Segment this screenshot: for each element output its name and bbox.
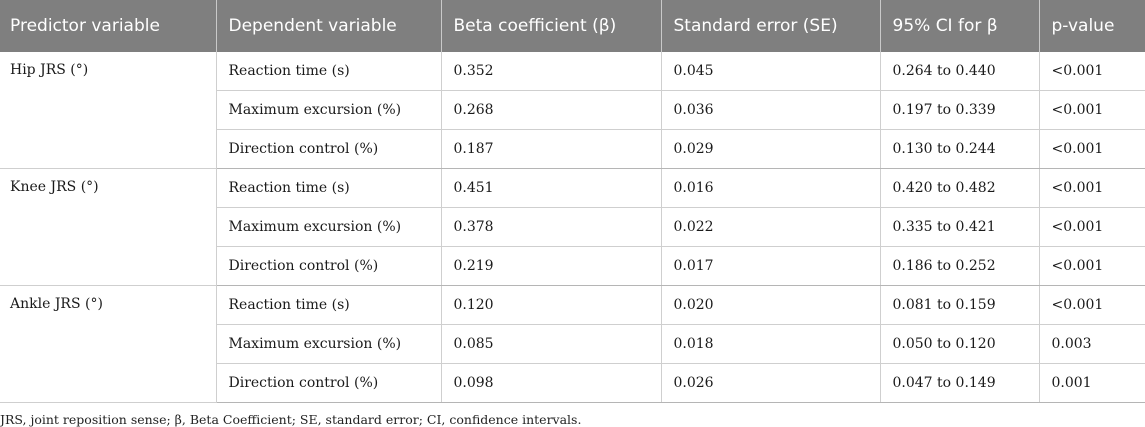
table-row: Maximum excursion (%) 0.085 0.018 0.050 … xyxy=(0,324,1145,364)
beta-cell: 0.378 xyxy=(440,207,661,247)
se-cell: 0.022 xyxy=(660,207,880,247)
predictor-cell: Hip JRS (°) xyxy=(0,52,216,169)
beta-cell: 0.352 xyxy=(440,52,661,91)
table-row: Direction control (%) 0.187 0.029 0.130 … xyxy=(0,129,1145,169)
se-cell: 0.026 xyxy=(660,363,880,403)
se-cell: 0.020 xyxy=(660,285,880,325)
beta-cell: 0.187 xyxy=(440,129,661,169)
table-row: Direction control (%) 0.098 0.026 0.047 … xyxy=(0,363,1145,403)
se-cell: 0.045 xyxy=(660,52,880,91)
ci-cell: 0.264 to 0.440 xyxy=(879,52,1039,91)
col-header-beta: Beta coefficient (β) xyxy=(440,0,661,52)
predictor-cell: Knee JRS (°) xyxy=(0,168,216,286)
col-header-predictor: Predictor variable xyxy=(10,16,160,36)
dependent-cell: Maximum excursion (%) xyxy=(215,207,441,247)
dependent-cell: Reaction time (s) xyxy=(215,285,441,325)
pvalue-cell: <0.001 xyxy=(1038,52,1145,91)
predictor-cell: Ankle JRS (°) xyxy=(0,285,216,403)
se-cell: 0.018 xyxy=(660,324,880,364)
dependent-cell: Reaction time (s) xyxy=(215,168,441,208)
dependent-cell: Maximum excursion (%) xyxy=(215,324,441,364)
dependent-cell: Maximum excursion (%) xyxy=(215,90,441,130)
table-row: Ankle JRS (°) Reaction time (s) 0.120 0.… xyxy=(0,285,1145,403)
pvalue-cell: <0.001 xyxy=(1038,90,1145,130)
ci-cell: 0.130 to 0.244 xyxy=(879,129,1039,169)
table-row: Knee JRS (°) Reaction time (s) 0.451 0.0… xyxy=(0,168,1145,286)
beta-cell: 0.268 xyxy=(440,90,661,130)
pvalue-cell: <0.001 xyxy=(1038,207,1145,247)
col-header-se: Standard error (SE) xyxy=(660,0,880,52)
se-cell: 0.016 xyxy=(660,168,880,208)
regression-table: Predictor variable Dependent variable Be… xyxy=(0,0,1145,403)
pvalue-cell: <0.001 xyxy=(1038,246,1145,286)
se-cell: 0.029 xyxy=(660,129,880,169)
dependent-cell: Direction control (%) xyxy=(215,246,441,286)
se-cell: 0.036 xyxy=(660,90,880,130)
ci-cell: 0.081 to 0.159 xyxy=(879,285,1039,325)
beta-cell: 0.098 xyxy=(440,363,661,403)
ci-cell: 0.197 to 0.339 xyxy=(879,90,1039,130)
beta-cell: 0.120 xyxy=(440,285,661,325)
table-footnote: JRS, joint reposition sense; β, Beta Coe… xyxy=(0,412,582,427)
pvalue-cell: 0.001 xyxy=(1038,363,1145,403)
dependent-cell: Direction control (%) xyxy=(215,363,441,403)
table-row: Direction control (%) 0.219 0.017 0.186 … xyxy=(0,246,1145,286)
ci-cell: 0.420 to 0.482 xyxy=(879,168,1039,208)
pvalue-cell: 0.003 xyxy=(1038,324,1145,364)
header-row: Predictor variable Dependent variable Be… xyxy=(0,0,1145,52)
table-row: Hip JRS (°) Reaction time (s) 0.352 0.04… xyxy=(0,52,1145,169)
se-cell: 0.017 xyxy=(660,246,880,286)
dependent-cell: Direction control (%) xyxy=(215,129,441,169)
dependent-cell: Reaction time (s) xyxy=(215,52,441,91)
ci-cell: 0.050 to 0.120 xyxy=(879,324,1039,364)
beta-cell: 0.451 xyxy=(440,168,661,208)
pvalue-cell: <0.001 xyxy=(1038,129,1145,169)
table-row: Maximum excursion (%) 0.378 0.022 0.335 … xyxy=(0,207,1145,247)
beta-cell: 0.085 xyxy=(440,324,661,364)
ci-cell: 0.047 to 0.149 xyxy=(879,363,1039,403)
ci-cell: 0.335 to 0.421 xyxy=(879,207,1039,247)
beta-cell: 0.219 xyxy=(440,246,661,286)
ci-cell: 0.186 to 0.252 xyxy=(879,246,1039,286)
pvalue-cell: <0.001 xyxy=(1038,285,1145,325)
pvalue-cell: <0.001 xyxy=(1038,168,1145,208)
table-row: Maximum excursion (%) 0.268 0.036 0.197 … xyxy=(0,90,1145,130)
col-header-pvalue: p-value xyxy=(1038,0,1145,52)
col-header-dependent: Dependent variable xyxy=(215,0,441,52)
col-header-ci: 95% CI for β xyxy=(879,0,1039,52)
